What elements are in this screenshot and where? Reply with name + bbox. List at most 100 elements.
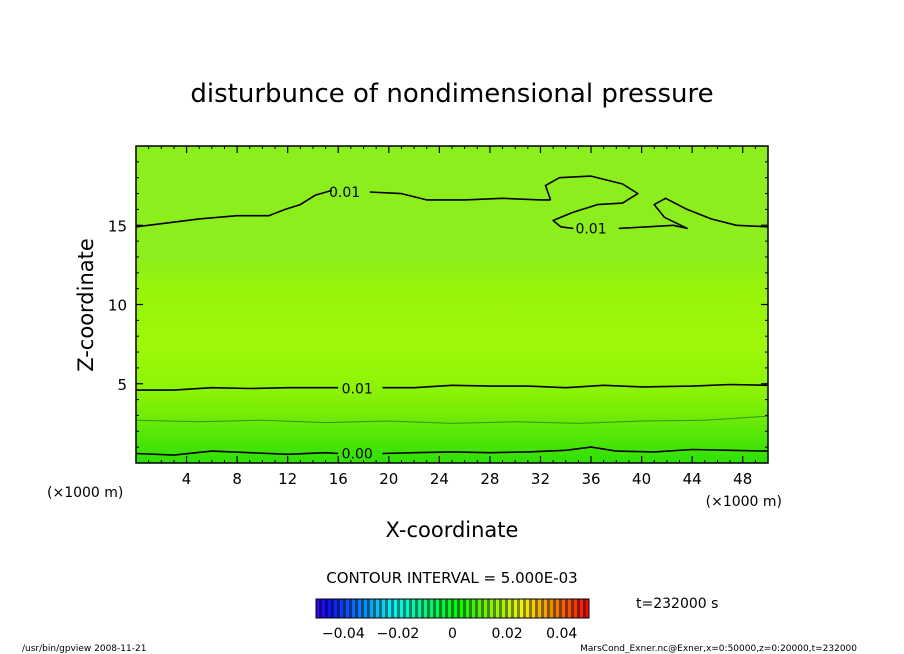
x-tick-label: 20 — [379, 470, 398, 488]
colorbar-stripe — [322, 599, 326, 618]
contour-line — [544, 175, 639, 230]
contour-label: 0.01 — [329, 185, 360, 201]
colorbar-stripe — [580, 599, 584, 618]
colorbar-stripe — [373, 599, 377, 618]
x-tick-label: 28 — [480, 470, 499, 488]
contour-lines — [136, 175, 768, 456]
colorbar-stripe — [397, 599, 401, 618]
colorbar-stripe — [571, 599, 575, 618]
colorbar-stripe — [514, 599, 518, 618]
colorbar-stripe — [574, 599, 578, 618]
colorbar-stripe — [325, 599, 329, 618]
contour-line — [618, 197, 768, 230]
y-tick-label: 10 — [108, 297, 127, 315]
colorbar-stripe — [337, 599, 341, 618]
colorbar-stripe — [577, 599, 581, 618]
colorbar-stripe — [475, 599, 479, 618]
colorbar-stripe — [412, 599, 416, 618]
contour-label: 0.01 — [575, 221, 606, 237]
x-tick-label: 24 — [430, 470, 449, 488]
colorbar-stripe — [493, 599, 497, 618]
colorbar-stripe — [427, 599, 431, 618]
colorbar-stripe — [511, 599, 515, 618]
contour-label: 0.01 — [342, 382, 373, 398]
colorbar-stripe — [361, 599, 365, 618]
x-tick-label: 36 — [581, 470, 600, 488]
x-unit-left: (×1000 m) — [47, 485, 123, 501]
contour-line — [136, 450, 339, 456]
colorbar-tick-label: 0.02 — [492, 626, 523, 642]
colorbar-stripe — [358, 599, 362, 618]
colorbar-stripe — [367, 599, 371, 618]
colorbar-stripe — [565, 599, 569, 618]
colorbar-stripe — [370, 599, 374, 618]
colorbar-stripe — [418, 599, 422, 618]
colorbar-stripe — [382, 599, 386, 618]
colorbar-stripe — [502, 599, 506, 618]
colorbar-stripe — [400, 599, 404, 618]
colorbar-stripe — [505, 599, 509, 618]
x-unit-right: (×1000 m) — [706, 494, 782, 510]
colorbar-stripe — [508, 599, 512, 618]
x-tick-label: 4 — [182, 470, 192, 488]
contour-line — [136, 415, 768, 424]
contour-label: 0.00 — [342, 446, 373, 462]
x-tick-label: 48 — [733, 470, 752, 488]
x-tick-label: 12 — [278, 470, 297, 488]
colorbar-stripe — [523, 599, 527, 618]
colorbar-stripe — [499, 599, 503, 618]
colorbar-stripe — [331, 599, 335, 618]
colorbar-stripe — [451, 599, 455, 618]
colorbar-stripe — [556, 599, 560, 618]
colorbar-stripes — [316, 599, 590, 618]
x-tick-label: 16 — [329, 470, 348, 488]
colorbar-tick-label: 0.04 — [546, 626, 577, 642]
colorbar-stripe — [559, 599, 563, 618]
colorbar-stripe — [496, 599, 500, 618]
contour-labels: 0.01 0.01 0.01 0.00 — [329, 185, 607, 463]
colorbar-stripe — [442, 599, 446, 618]
colorbar-stripe — [388, 599, 392, 618]
colorbar-stripe — [355, 599, 359, 618]
colorbar-stripe — [553, 599, 557, 618]
colorbar-stripe — [379, 599, 383, 618]
x-tick-label: 8 — [232, 470, 242, 488]
colorbar-stripe — [466, 599, 470, 618]
colorbar-stripe — [454, 599, 458, 618]
colorbar-stripe — [385, 599, 389, 618]
colorbar-stripe — [481, 599, 485, 618]
colorbar-stripe — [328, 599, 332, 618]
colorbar-ticks: −0.04 −0.02 0 0.02 0.04 — [322, 626, 578, 642]
colorbar-stripe — [424, 599, 428, 618]
x-tick-label: 40 — [632, 470, 651, 488]
colorbar-stripe — [445, 599, 449, 618]
colorbar-stripe — [430, 599, 434, 618]
colorbar-stripe — [364, 599, 368, 618]
colorbar-stripe — [484, 599, 488, 618]
colorbar-stripe — [349, 599, 353, 618]
contour-interval-label: CONTOUR INTERVAL = 5.000E-03 — [326, 569, 577, 587]
colorbar-stripe — [460, 599, 464, 618]
colorbar-stripe — [532, 599, 536, 618]
colorbar-stripe — [409, 599, 413, 618]
colorbar-stripe — [535, 599, 539, 618]
y-axis-label: Z-coordinate — [74, 238, 98, 372]
colorbar-stripe — [421, 599, 425, 618]
colorbar-stripe — [562, 599, 566, 618]
colorbar-stripe — [490, 599, 494, 618]
colorbar-stripe — [463, 599, 467, 618]
x-tick-label: 32 — [531, 470, 550, 488]
colorbar-stripe — [391, 599, 395, 618]
colorbar-stripe — [448, 599, 452, 618]
colorbar-stripe — [403, 599, 407, 618]
colorbar-stripe — [472, 599, 476, 618]
colorbar: −0.04 −0.02 0 0.02 0.04 — [315, 598, 590, 642]
y-tick-label: 15 — [108, 217, 127, 235]
colorbar-tick-label: 0 — [448, 626, 457, 642]
contour-fill — [136, 146, 768, 463]
colorbar-stripe — [436, 599, 440, 618]
x-tick-label: 44 — [683, 470, 702, 488]
colorbar-stripe — [340, 599, 344, 618]
colorbar-stripe — [529, 599, 533, 618]
